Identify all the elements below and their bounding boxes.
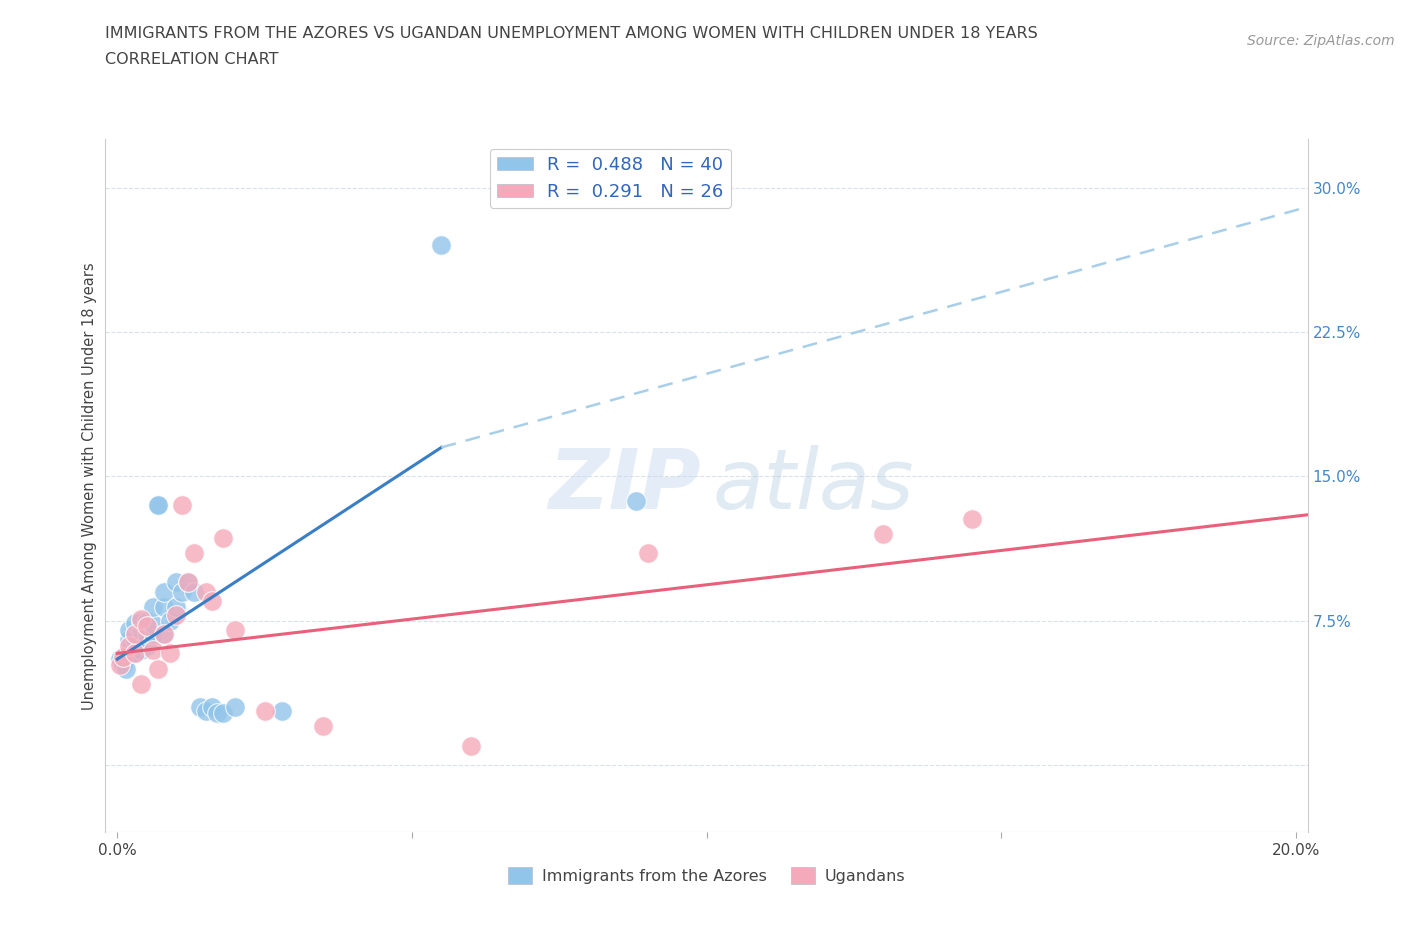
Point: [170, 584, 193, 599]
Point: [153, 627, 176, 642]
Point: [153, 627, 176, 642]
Point: [112, 650, 135, 665]
Point: [129, 623, 152, 638]
Text: atlas: atlas: [713, 445, 914, 526]
Point: [118, 623, 141, 638]
Point: [165, 607, 187, 622]
Point: [118, 632, 141, 647]
Point: [194, 584, 217, 599]
Point: [142, 600, 165, 615]
Point: [312, 719, 335, 734]
Point: [124, 632, 146, 647]
Point: [165, 600, 187, 615]
Point: [135, 613, 157, 628]
Point: [148, 498, 170, 512]
Text: CORRELATION CHART: CORRELATION CHART: [105, 52, 278, 67]
Point: [170, 498, 193, 512]
Legend: Immigrants from the Azores, Ugandans: Immigrants from the Azores, Ugandans: [502, 861, 911, 890]
Point: [108, 658, 131, 672]
Point: [142, 642, 165, 657]
Y-axis label: Unemployment Among Women with Children Under 18 years: Unemployment Among Women with Children U…: [82, 262, 97, 710]
Point: [124, 627, 146, 642]
Point: [129, 613, 152, 628]
Point: [124, 627, 146, 642]
Point: [212, 530, 235, 545]
Point: [271, 704, 294, 719]
Point: [430, 238, 453, 253]
Point: [112, 658, 135, 672]
Point: [253, 704, 276, 719]
Text: ZIP: ZIP: [548, 445, 700, 526]
Point: [142, 618, 165, 632]
Point: [207, 706, 229, 721]
Point: [224, 623, 246, 638]
Point: [224, 699, 246, 714]
Point: [124, 646, 146, 661]
Point: [183, 546, 205, 561]
Point: [115, 661, 138, 676]
Point: [153, 600, 176, 615]
Point: [960, 512, 983, 526]
Point: [637, 546, 659, 561]
Point: [129, 642, 152, 657]
Point: [148, 661, 170, 676]
Text: IMMIGRANTS FROM THE AZORES VS UGANDAN UNEMPLOYMENT AMONG WOMEN WITH CHILDREN UND: IMMIGRANTS FROM THE AZORES VS UGANDAN UN…: [105, 26, 1038, 41]
Point: [124, 615, 146, 630]
Point: [108, 652, 131, 667]
Point: [135, 638, 157, 653]
Point: [142, 627, 165, 642]
Point: [188, 699, 211, 714]
Point: [124, 646, 146, 661]
Point: [129, 632, 152, 647]
Text: Source: ZipAtlas.com: Source: ZipAtlas.com: [1247, 34, 1395, 48]
Point: [177, 575, 200, 590]
Point: [624, 494, 647, 509]
Point: [200, 594, 222, 609]
Point: [129, 611, 152, 626]
Point: [159, 613, 181, 628]
Point: [148, 498, 170, 512]
Point: [135, 627, 157, 642]
Point: [159, 646, 181, 661]
Point: [212, 706, 235, 721]
Point: [872, 526, 894, 541]
Point: [165, 575, 187, 590]
Point: [129, 677, 152, 692]
Point: [135, 619, 157, 634]
Point: [118, 646, 141, 661]
Point: [200, 699, 222, 714]
Point: [177, 575, 200, 590]
Point: [153, 584, 176, 599]
Point: [194, 704, 217, 719]
Point: [183, 584, 205, 599]
Point: [118, 638, 141, 653]
Point: [460, 738, 482, 753]
